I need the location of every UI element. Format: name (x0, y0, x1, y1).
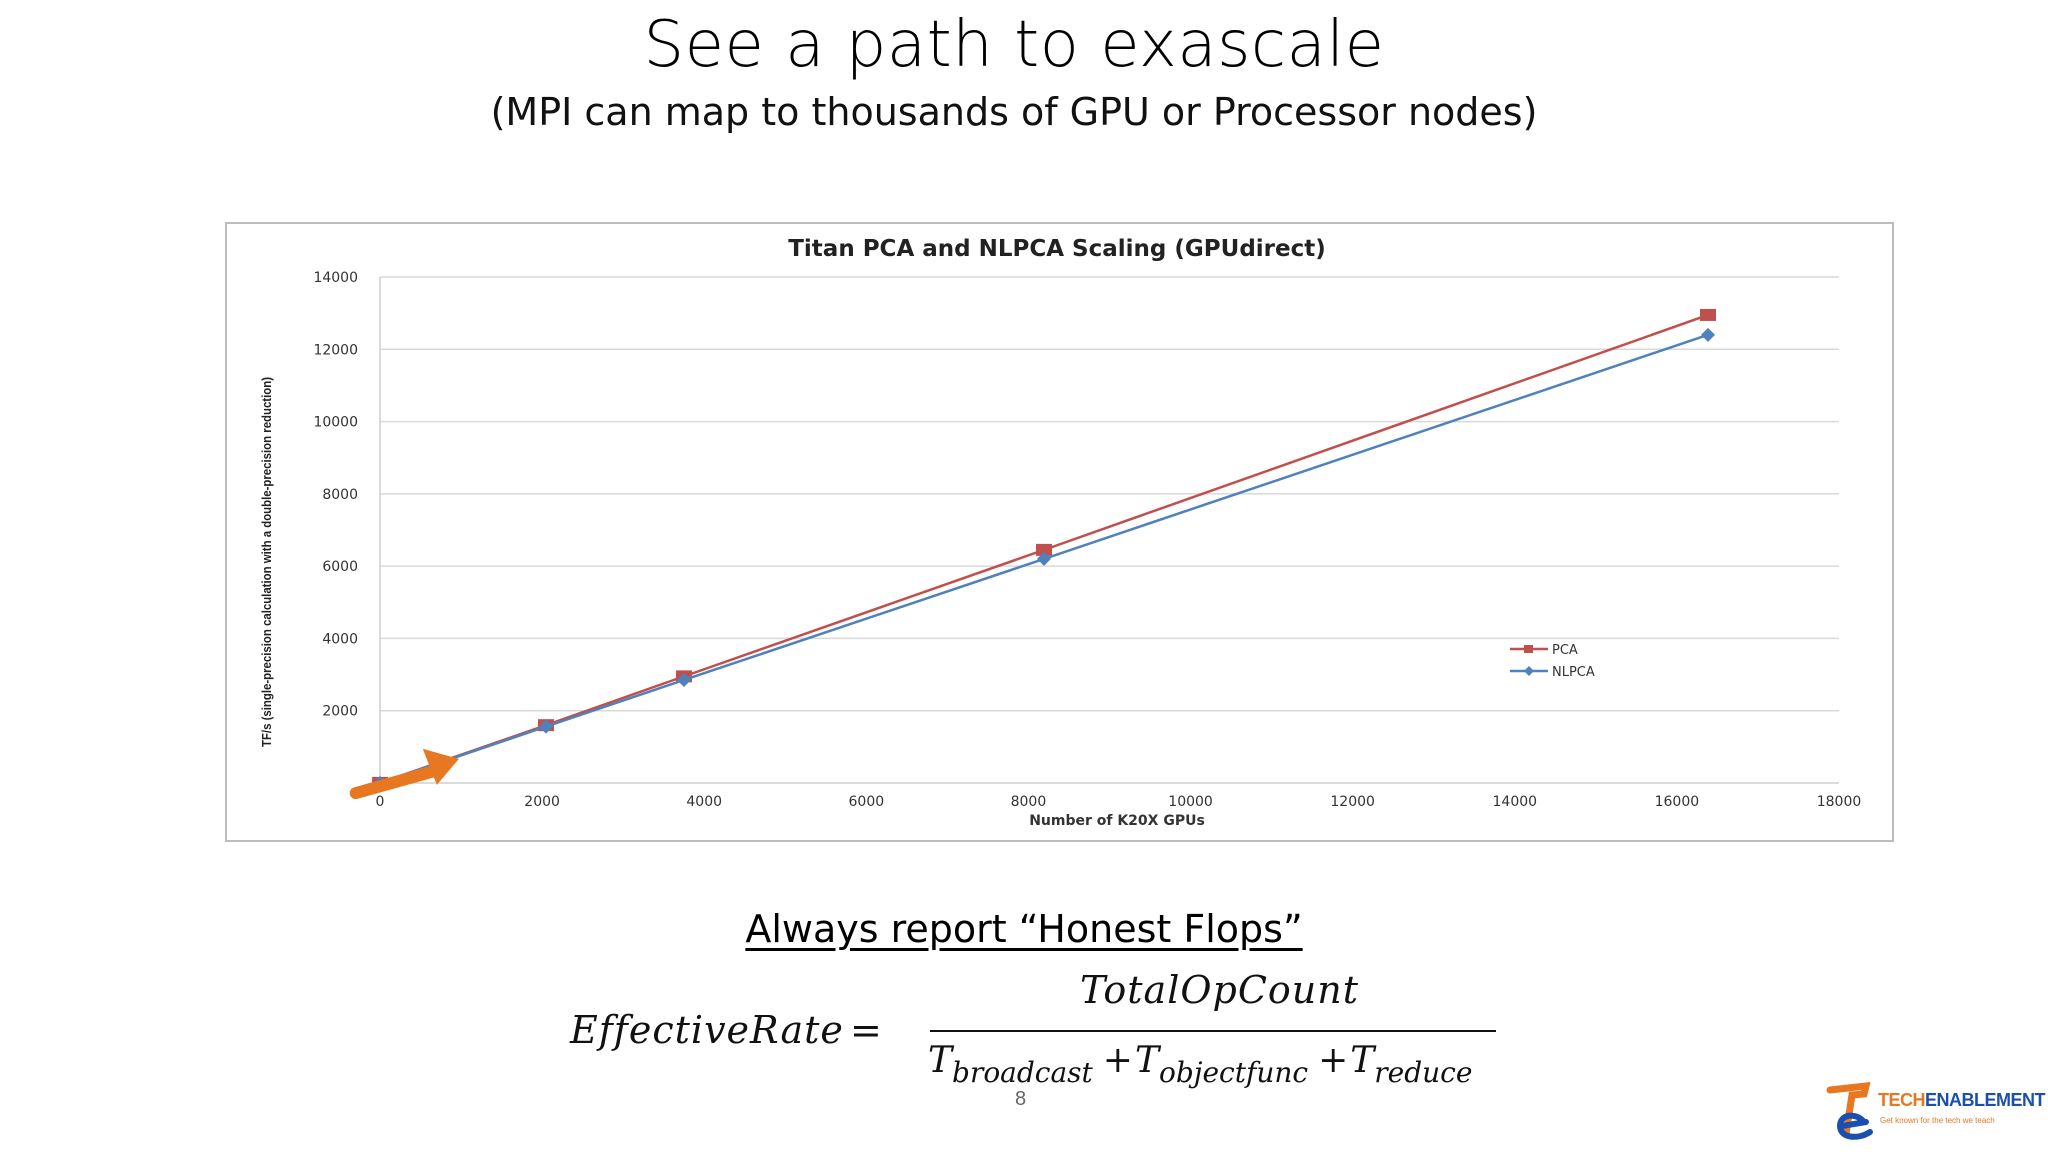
annotation-arrow-shaft (349, 764, 441, 800)
legend-marker (1524, 666, 1534, 676)
x-tick-label: 4000 (686, 794, 722, 810)
page-number: 8 (1015, 1088, 1027, 1110)
y-tick-label: 12000 (313, 342, 358, 358)
slide-subtitle: (MPI can map to thousands of GPU or Proc… (490, 90, 1538, 134)
x-tick-label: 14000 (1493, 794, 1538, 810)
term-t: T (928, 1040, 953, 1081)
chart-frame: Titan PCA and NLPCA Scaling (GPUdirect) … (225, 222, 1894, 842)
data-point-nlpca (1701, 327, 1716, 342)
y-tick-label: 8000 (322, 487, 358, 503)
x-tick-label: 0 (376, 794, 385, 810)
x-tick-label: 6000 (849, 794, 885, 810)
y-tick-label: 14000 (313, 270, 358, 286)
logo-tagline: Get known for the tech we teach (1880, 1116, 1995, 1125)
logo-tech: TECH (1878, 1090, 1926, 1110)
term-t: T (1350, 1040, 1375, 1081)
techenablement-logo: TECHENABLEMENT Get known for the tech we… (1826, 1081, 2046, 1142)
legend-label-nlpca: NLPCA (1552, 665, 1595, 680)
plus-sign: + (1102, 1040, 1133, 1081)
annotation-arrow-head-icon (422, 748, 459, 785)
x-tick-label: 18000 (1817, 794, 1862, 810)
sub-broadcast: broadcast (952, 1056, 1093, 1089)
plus-sign: + (1318, 1040, 1349, 1081)
te-logo-mark-icon (1826, 1081, 1873, 1140)
x-tick-label: 12000 (1330, 794, 1375, 810)
sub-reduce: reduce (1374, 1056, 1473, 1089)
effective-rate-formula: EffectiveRate = TotalOpCount Tbroadcast +… (560, 968, 1560, 1090)
slide-title: See a path to exascale (643, 8, 1385, 82)
data-point-nlpca (1037, 551, 1052, 566)
formula-denominator: Tbroadcast +Tobjectfunc +Treduce (928, 1040, 1472, 1089)
honest-flops-heading: Always report “Honest Flops” (745, 907, 1303, 951)
formula-equals: = (850, 1008, 882, 1052)
data-point-pca (1700, 308, 1717, 321)
data-point-pca (1036, 543, 1053, 556)
x-tick-label: 16000 (1655, 794, 1700, 810)
y-axis-label: TF/s (single-precision calculation with … (259, 377, 274, 747)
chart-title: Titan PCA and NLPCA Scaling (GPUdirect) (788, 236, 1326, 262)
y-tick-label: 10000 (313, 415, 358, 431)
x-tick-label: 2000 (524, 794, 560, 810)
legend-label-pca: PCA (1552, 643, 1578, 658)
y-tick-label: 2000 (322, 704, 358, 720)
data-point-nlpca (676, 672, 691, 687)
data-point-nlpca (539, 719, 554, 734)
legend-marker (1524, 645, 1533, 653)
fraction-bar (930, 1030, 1496, 1032)
y-tick-label: 6000 (322, 559, 358, 575)
sub-objectfunc: objectfunc (1158, 1056, 1309, 1089)
scaling-chart: Titan PCA and NLPCA Scaling (GPUdirect) … (259, 236, 1862, 829)
x-axis-label: Number of K20X GPUs (1029, 813, 1205, 829)
x-tick-label: 10000 (1168, 794, 1213, 810)
x-tick-label: 8000 (1011, 794, 1047, 810)
formula-numerator: TotalOpCount (1080, 968, 1360, 1012)
logo-enablement: ENABLEMENT (1925, 1090, 2046, 1110)
y-tick-label: 4000 (322, 631, 358, 647)
formula-lhs: EffectiveRate (570, 1008, 844, 1052)
logo-wordmark: TECHENABLEMENT (1878, 1090, 2046, 1111)
term-t: T (1134, 1040, 1159, 1081)
